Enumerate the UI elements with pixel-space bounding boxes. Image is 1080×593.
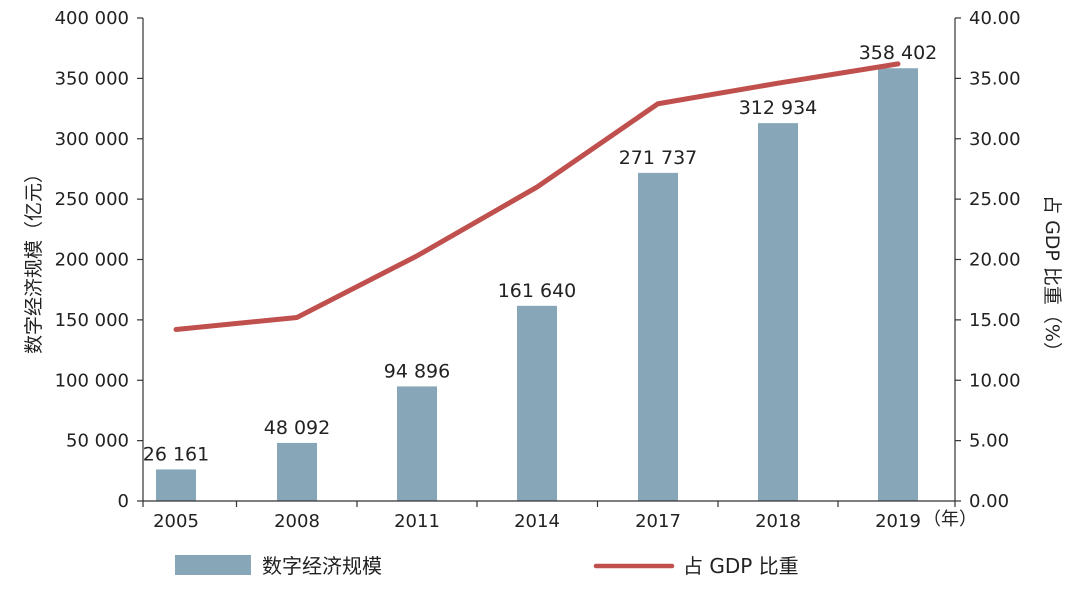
legend: 数字经济规模 占 GDP 比重 xyxy=(175,554,799,578)
y2-tick-label-1: 5.00 xyxy=(969,431,1009,452)
bar-2018 xyxy=(758,123,798,501)
x-tick-label-4: 2017 xyxy=(635,511,681,532)
bar-value-label-2017: 271 737 xyxy=(619,147,698,169)
y-tick-label-0: 0 xyxy=(118,491,129,512)
y-tick-label-8: 400 000 xyxy=(55,8,129,29)
y2-tick-label-5: 25.00 xyxy=(969,189,1021,210)
x-axis-unit: （年） xyxy=(923,509,977,530)
y2-tick-label-8: 40.00 xyxy=(969,8,1021,29)
y2-tick-label-0: 0.00 xyxy=(969,491,1009,512)
y-tick-label-7: 350 000 xyxy=(55,68,129,89)
x-tick-label-1: 2008 xyxy=(274,511,320,532)
bar-value-label-2018: 312 934 xyxy=(739,97,818,119)
right-axis-title: 占 GDP 比重（%） xyxy=(1041,195,1063,361)
bar-2008 xyxy=(277,442,317,501)
legend-line-label: 占 GDP 比重 xyxy=(683,554,799,578)
y-tick-label-4: 200 000 xyxy=(55,250,129,271)
bar-2011 xyxy=(397,386,437,501)
x-tick-label-0: 2005 xyxy=(153,511,199,532)
bar-value-label-2011: 94 896 xyxy=(384,360,450,382)
right-axis-ticks: 0.00 5.00 10.00 15.00 20.00 25.00 30.00 35.00 40… xyxy=(955,8,1021,512)
x-tick-label-6: 2019 xyxy=(875,511,921,532)
x-tick-label-2: 2011 xyxy=(394,511,440,532)
y-tick-label-2: 100 000 xyxy=(55,370,129,391)
y-tick-label-6: 300 000 xyxy=(55,129,129,150)
left-axis-title: 数字经济规模（亿元） xyxy=(23,164,45,354)
line-series xyxy=(173,61,901,333)
legend-bar-swatch xyxy=(175,555,251,575)
bar-series xyxy=(156,68,918,502)
gdp-share-line xyxy=(173,61,901,333)
bar-2005 xyxy=(156,469,196,501)
bar-value-label-2005: 26 161 xyxy=(143,443,209,465)
y2-tick-label-6: 30.00 xyxy=(969,129,1021,150)
bar-value-label-2014: 161 640 xyxy=(498,280,577,302)
x-tick-label-3: 2014 xyxy=(514,511,560,532)
y-tick-label-1: 50 000 xyxy=(66,431,129,452)
left-axis-ticks: 0 50 000 100 000 150 000 200 000 250 000 300 0… xyxy=(55,8,143,512)
bar-2017 xyxy=(638,172,678,502)
y-tick-label-5: 250 000 xyxy=(55,189,129,210)
y2-tick-label-7: 35.00 xyxy=(969,68,1021,89)
y2-tick-label-2: 10.00 xyxy=(969,370,1021,391)
y2-tick-label-4: 20.00 xyxy=(969,250,1021,271)
bar-2019 xyxy=(878,68,918,501)
legend-bar-label: 数字经济规模 xyxy=(262,554,382,578)
y2-tick-label-3: 15.00 xyxy=(969,310,1021,331)
x-tick-label-5: 2018 xyxy=(755,511,801,532)
bar-2014 xyxy=(517,305,557,501)
bar-data-labels: 26 161 48 092 94 896 161 640 271 737 312 934 3… xyxy=(143,42,938,465)
bar-value-label-2019: 358 402 xyxy=(859,42,938,64)
y-tick-label-3: 150 000 xyxy=(55,310,129,331)
bar-value-label-2008: 48 092 xyxy=(264,417,330,439)
x-axis-ticks: 2005 2008 2011 2014 2017 2018 2019 xyxy=(142,501,956,532)
